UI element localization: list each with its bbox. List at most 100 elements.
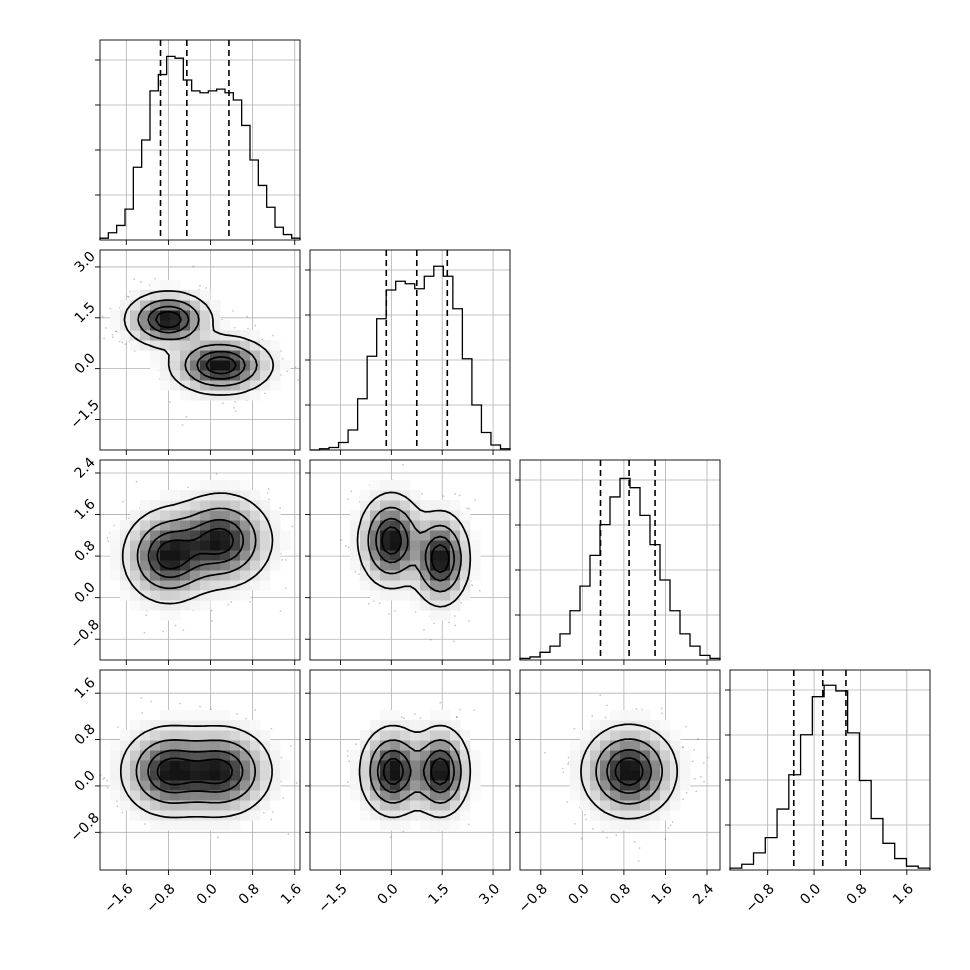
density-cell xyxy=(380,480,391,491)
density-cell xyxy=(130,320,141,331)
density-cell xyxy=(350,530,361,541)
scatter-point xyxy=(272,334,274,337)
panel-frame xyxy=(729,669,931,871)
density-cell xyxy=(200,480,211,491)
density-cell xyxy=(190,530,201,541)
density-cell xyxy=(190,570,201,581)
density-cell xyxy=(130,550,141,561)
density-cell xyxy=(380,510,391,521)
density-cell xyxy=(210,360,221,371)
density-cell xyxy=(160,550,171,561)
density-cell xyxy=(190,590,201,601)
density-cell xyxy=(170,570,181,581)
density-cell xyxy=(180,500,191,511)
density-cell xyxy=(140,320,151,331)
density-cell xyxy=(160,580,171,591)
density-cell xyxy=(230,380,241,391)
scatter-point xyxy=(344,544,347,547)
scatter-point xyxy=(471,584,473,587)
density-cell xyxy=(410,600,421,611)
density-cell xyxy=(390,520,401,531)
density-cell xyxy=(190,370,201,381)
density-cell xyxy=(170,550,181,561)
density-cell xyxy=(180,520,191,531)
density-cell xyxy=(370,510,381,521)
histogram-panel-0 xyxy=(95,39,301,245)
contour-level-1 xyxy=(123,290,275,396)
density-cell xyxy=(240,370,251,381)
density-cell xyxy=(180,530,191,541)
density-cell xyxy=(410,540,421,551)
density-cell xyxy=(450,590,461,601)
density-cell xyxy=(400,570,411,581)
density-cell xyxy=(160,490,171,501)
scatter-point xyxy=(452,640,455,643)
density-cell xyxy=(240,520,251,531)
histogram-step-line xyxy=(99,55,301,240)
density-cell xyxy=(390,540,401,551)
density-cell xyxy=(430,500,441,511)
scatter-point xyxy=(111,336,114,339)
density-cell xyxy=(120,520,131,531)
density-cell xyxy=(210,550,221,561)
density-cell xyxy=(210,350,221,361)
scatter-point xyxy=(234,400,237,403)
density-cell xyxy=(380,560,391,571)
density-cell xyxy=(200,550,211,561)
scatter-point xyxy=(291,525,294,528)
density-cell xyxy=(270,530,281,541)
density-cell xyxy=(390,590,401,601)
density-cell xyxy=(230,530,241,541)
density-cell xyxy=(110,320,121,331)
density-cell xyxy=(120,330,131,341)
density-cell xyxy=(130,600,141,611)
density-cell xyxy=(180,490,191,501)
density-cell xyxy=(250,340,261,351)
scatter-point xyxy=(466,507,469,510)
density-cell xyxy=(130,570,141,581)
joint-density-layer xyxy=(101,265,299,426)
density-cell xyxy=(190,290,201,301)
density-cell xyxy=(160,370,171,381)
density-cell xyxy=(400,510,411,521)
density-cell xyxy=(380,540,391,551)
density-cell xyxy=(440,520,451,531)
scatter-point xyxy=(294,366,297,369)
scatter-point xyxy=(126,295,129,298)
density-cell xyxy=(370,530,381,541)
density-cell xyxy=(230,390,241,401)
density-cell xyxy=(250,360,261,371)
density-cell xyxy=(240,340,251,351)
density-cell xyxy=(230,590,241,601)
density-cell xyxy=(450,580,461,591)
density-cell xyxy=(450,600,461,611)
density-cell xyxy=(390,580,401,591)
density-cell xyxy=(420,580,431,591)
density-cell xyxy=(140,330,151,341)
density-cell xyxy=(160,590,171,601)
density-cell xyxy=(440,550,451,561)
density-cell xyxy=(390,550,401,561)
scatter-point xyxy=(107,540,110,543)
density-cell xyxy=(240,500,251,511)
density-cell xyxy=(240,510,251,521)
density-cell xyxy=(210,580,221,591)
density-cell xyxy=(390,530,401,541)
density-cell xyxy=(200,320,211,331)
density-cell xyxy=(400,550,411,561)
density-cell xyxy=(450,510,461,521)
density-cell xyxy=(210,300,221,311)
scatter-point xyxy=(233,407,235,409)
density-cell xyxy=(380,580,391,591)
density-cell xyxy=(210,480,221,491)
density-cell xyxy=(250,490,261,501)
density-cell xyxy=(400,530,411,541)
density-cell xyxy=(230,510,241,521)
density-cell xyxy=(360,510,371,521)
density-cell xyxy=(230,350,241,361)
density-cell xyxy=(230,480,241,491)
density-cell xyxy=(160,510,171,521)
density-cell xyxy=(220,590,231,601)
density-cell xyxy=(270,550,281,561)
